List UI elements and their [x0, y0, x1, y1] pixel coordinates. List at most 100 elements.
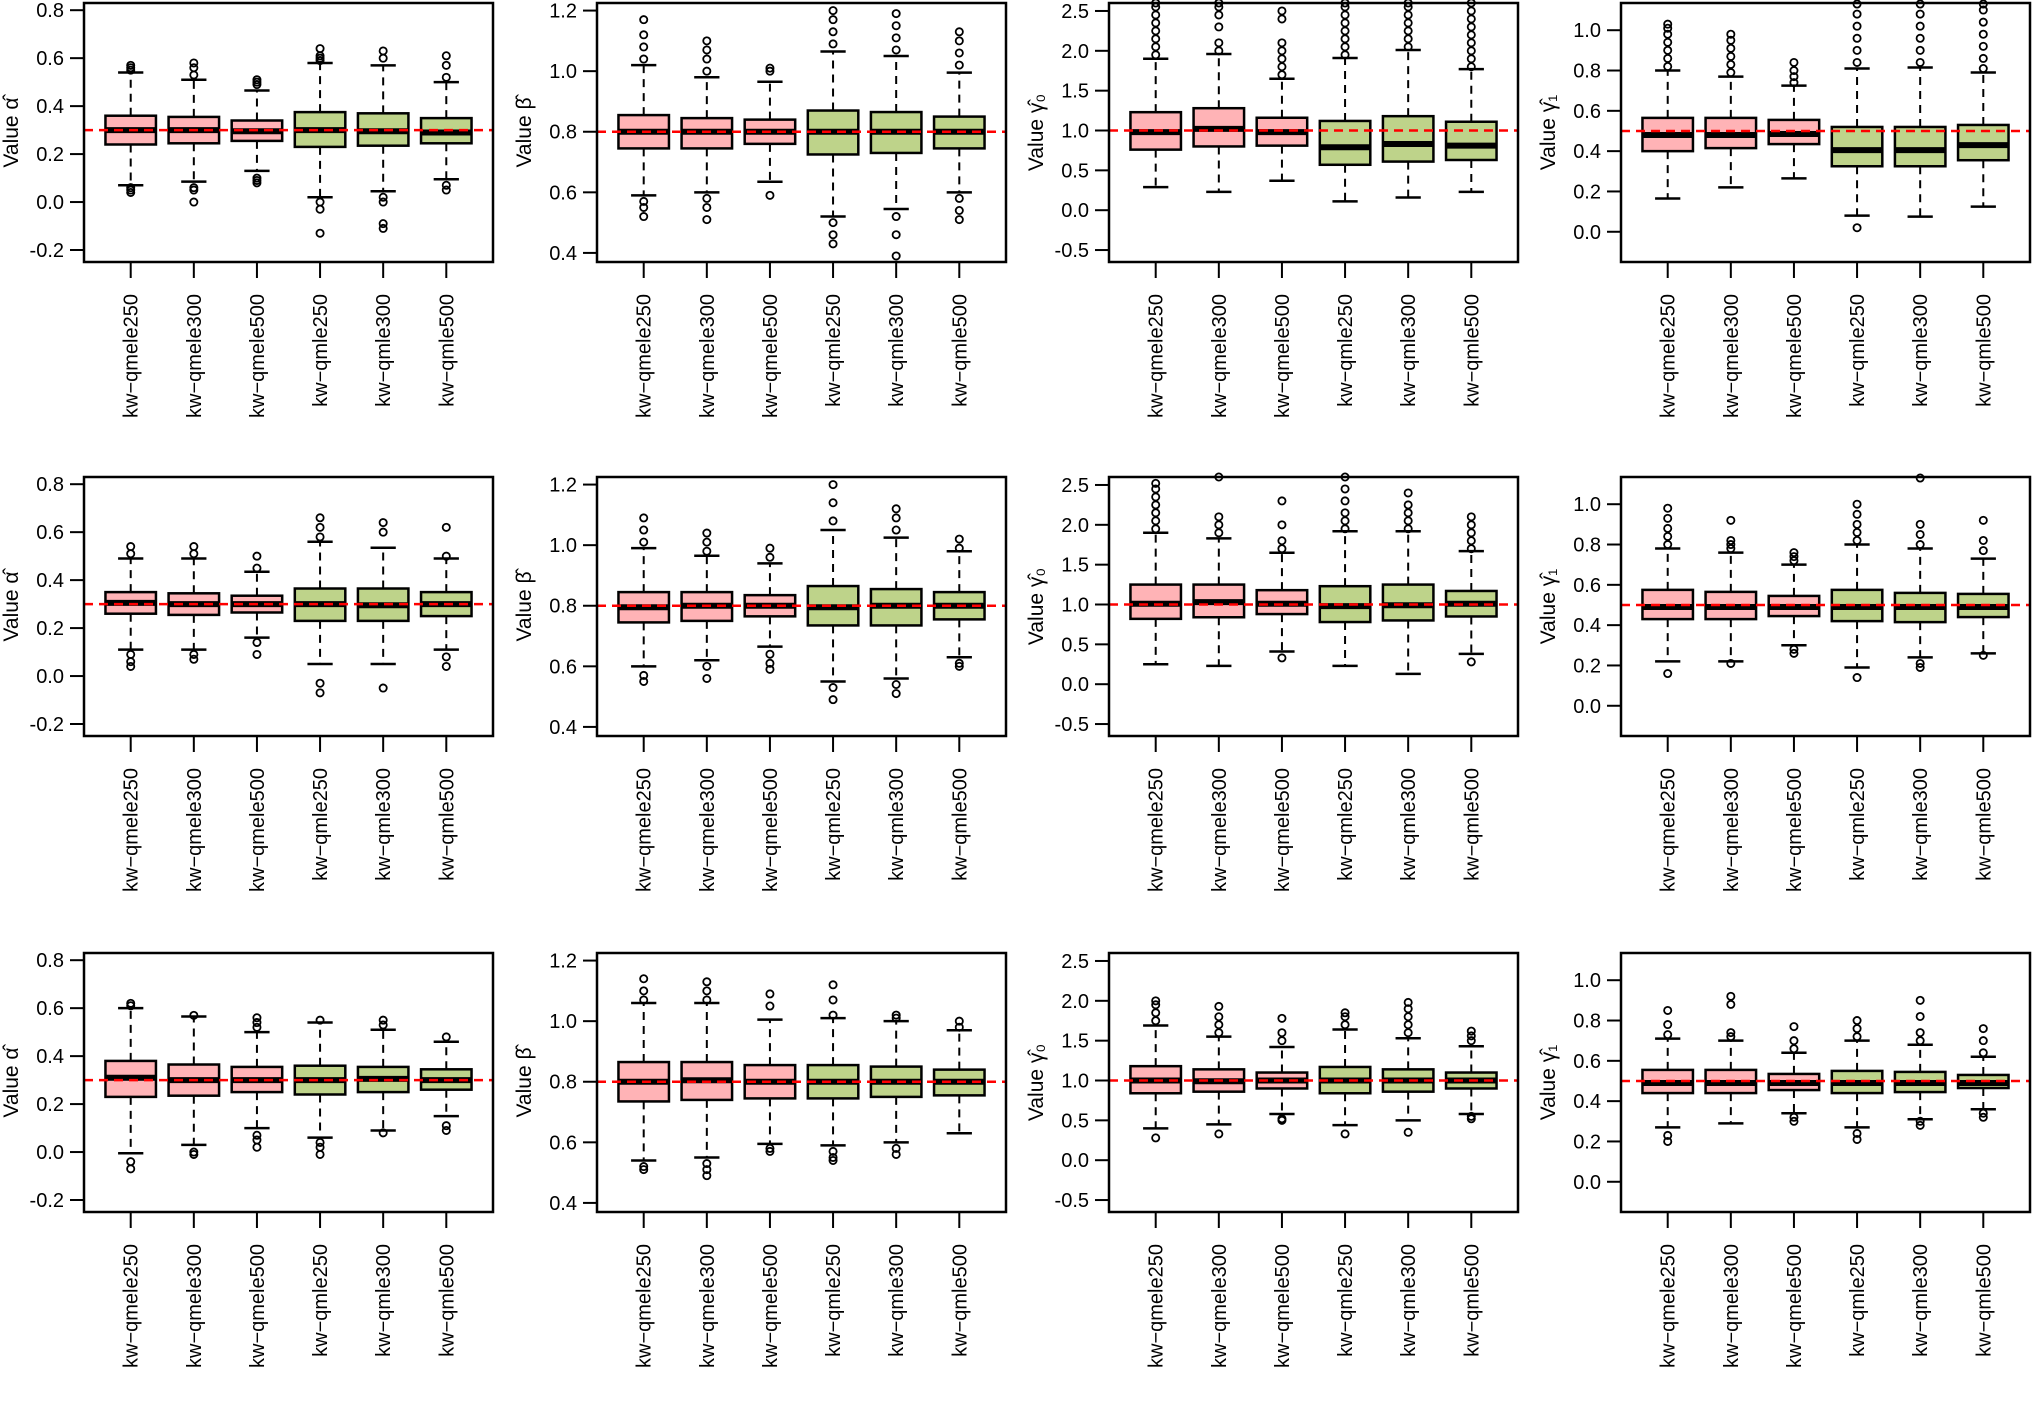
outlier-point	[1277, 6, 1287, 16]
box-1	[1641, 503, 1695, 679]
outlier-point	[702, 66, 712, 76]
y-tick-label: 0.8	[549, 596, 577, 618]
outlier-point	[765, 543, 775, 553]
x-tick-label: kw−qmele500	[247, 768, 269, 892]
outlier-point	[639, 525, 649, 535]
outlier-point	[891, 21, 901, 31]
outlier-point	[378, 46, 388, 56]
y-axis-label: Value α̂	[0, 567, 23, 641]
outlier-point	[1277, 496, 1287, 506]
x-tick-label: kw−qmele500	[1272, 294, 1294, 418]
x-tick-label: kw−qmle250	[823, 768, 845, 881]
outlier-point	[1466, 6, 1476, 16]
x-tick-label: kw−qmele300	[184, 768, 206, 892]
outlier-point	[1403, 1012, 1413, 1022]
outlier-point	[1663, 531, 1673, 541]
outlier-point	[1214, 1020, 1224, 1030]
outlier-point	[1151, 10, 1161, 20]
box-2	[167, 58, 221, 207]
x-tick-label: kw−qmele250	[1146, 294, 1168, 418]
box-5	[356, 46, 410, 233]
outlier-point	[1663, 61, 1673, 71]
y-tick-label: 0.4	[36, 1046, 64, 1068]
outlier-point	[441, 72, 451, 82]
box-6	[419, 51, 473, 195]
box-4	[1318, 1008, 1372, 1139]
outlier-point	[765, 664, 775, 674]
y-tick-label: 0.8	[36, 950, 64, 972]
outlier-point	[1403, 516, 1413, 526]
outlier-point	[1340, 516, 1350, 526]
outlier-point	[1277, 46, 1287, 56]
panel: -0.5 0.0 0.5 1.0 1.5 2.0 2.5 Value γ̂₀ kw−qmele2…	[1025, 472, 1520, 892]
y-tick-label: 0.0	[1061, 200, 1089, 222]
outlier-point	[378, 197, 388, 207]
x-tick-label: kw−qmele250	[634, 294, 656, 418]
y-tick-label: 2.0	[1061, 991, 1089, 1013]
outlier-point	[441, 1032, 451, 1042]
outlier-point	[702, 193, 712, 203]
y-tick-label: 0.8	[36, 474, 64, 496]
box-iqr	[1381, 114, 1435, 163]
outlier-point	[1852, 57, 1862, 67]
outlier-point	[189, 197, 199, 207]
y-tick-label: -0.2	[30, 1190, 64, 1212]
outlier-point	[315, 688, 325, 698]
y-tick-label: 0.0	[36, 666, 64, 688]
outlier-point	[891, 1143, 901, 1153]
y-tick-label: 0.6	[1573, 101, 1601, 123]
panel: -0.2 0.0 0.2 0.4 0.6 0.8 Value α̂ kw−qmele250 kw…	[0, 474, 495, 892]
panel: -0.5 0.0 0.5 1.0 1.5 2.0 2.5 Value γ̂₀ kw−qmele2…	[1025, 951, 1520, 1368]
box-5	[1381, 997, 1435, 1137]
outlier-point	[189, 649, 199, 659]
x-tick-label: kw−qmele300	[1721, 294, 1743, 418]
outlier-point	[702, 1165, 712, 1175]
outlier-point	[1789, 548, 1799, 558]
plot-frame	[1619, 1, 2032, 264]
x-tick-label: kw−qmle250	[1847, 768, 1869, 881]
box-4	[1830, 0, 1884, 233]
plot-frame	[1107, 475, 1520, 738]
outlier-point	[1726, 999, 1736, 1009]
y-tick-label: 0.4	[549, 717, 577, 739]
outlier-point	[1340, 484, 1350, 494]
outlier-point	[189, 549, 199, 559]
outlier-point	[1789, 78, 1799, 88]
box-5	[869, 504, 923, 699]
outlier-point	[1978, 1108, 1988, 1118]
x-tick-label: kw−qmle300	[1398, 1244, 1420, 1357]
y-axis-label: Value γ̂₁	[1537, 1045, 1560, 1121]
outlier-point	[1277, 1115, 1287, 1125]
outlier-point	[252, 1018, 262, 1028]
y-tick-label: 0.6	[549, 656, 577, 678]
outlier-point	[1915, 1116, 1925, 1126]
outlier-point	[1726, 1028, 1736, 1038]
outlier-point	[1915, 662, 1925, 672]
outlier-point	[1214, 512, 1224, 522]
y-axis-label: Value α̂	[0, 93, 23, 167]
outlier-point	[828, 1010, 838, 1020]
outlier-point	[1852, 45, 1862, 55]
box-6	[1444, 1026, 1498, 1124]
outlier-point	[126, 657, 136, 667]
outlier-point	[1978, 64, 1988, 74]
box-4	[1830, 499, 1884, 683]
outlier-point	[1978, 1036, 1988, 1046]
outlier-point	[828, 239, 838, 249]
outlier-point	[1726, 35, 1736, 45]
outlier-point	[252, 1130, 262, 1140]
outlier-point	[378, 527, 388, 537]
outlier-point	[639, 30, 649, 40]
y-tick-label: 0.4	[36, 570, 64, 592]
outlier-point	[954, 27, 964, 37]
outlier-point	[1663, 1020, 1673, 1030]
outlier-point	[1978, 515, 1988, 525]
outlier-point	[765, 1143, 775, 1153]
box-6	[932, 534, 986, 671]
box-4	[1830, 1016, 1884, 1144]
y-tick-label: 0.8	[1573, 535, 1601, 557]
outlier-point	[189, 542, 199, 552]
outlier-point	[1466, 1114, 1476, 1124]
outlier-point	[702, 546, 712, 556]
outlier-point	[1915, 9, 1925, 19]
